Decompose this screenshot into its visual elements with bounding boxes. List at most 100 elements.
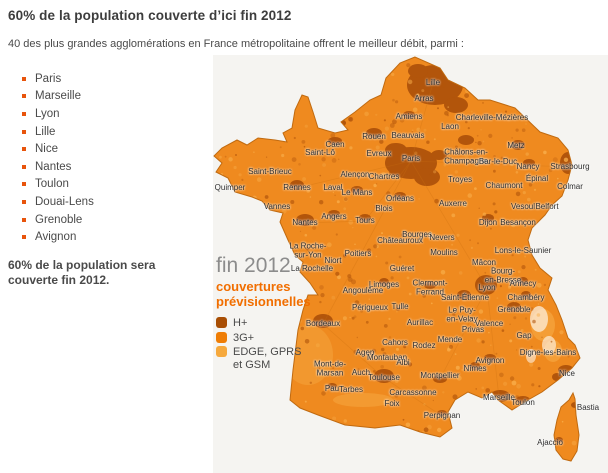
map-city-label: Rennes xyxy=(283,182,311,192)
map-city-label: Metz xyxy=(507,140,525,150)
map-city-label: Bourg- en-Bresse xyxy=(484,266,522,284)
map-city-label: Bordeaux xyxy=(305,318,341,328)
map-city-label: Foix xyxy=(384,398,400,408)
coverage-map: Lille Arras Amiens Rouen Beauvais Caen Saint-L… xyxy=(213,55,608,473)
map-city-label: Le Mans xyxy=(341,187,373,197)
uncovered-alps-zones xyxy=(526,306,556,363)
legend-label: EDGE, GPRS et GSM xyxy=(233,346,302,371)
map-city-label: Aurillac xyxy=(406,317,434,327)
bullet-icon xyxy=(22,129,26,134)
legend-swatch-icon xyxy=(216,346,227,357)
legend-items: H+ 3G+ EDGE, GPRS et GSM xyxy=(216,317,341,371)
map-city-label: Lons-le-Saunier xyxy=(494,245,552,255)
map-city-label: Lille xyxy=(425,77,441,87)
map-city-label: Périgueux xyxy=(351,302,389,312)
legend-label: 3G+ xyxy=(233,331,255,344)
map-city-label: Niort xyxy=(324,255,342,265)
map-city-label: Nantes xyxy=(292,217,318,227)
map-city-label: Ajaccio xyxy=(537,437,563,447)
map-city-label: Colmar xyxy=(557,181,583,191)
map-city-label: Poitiers xyxy=(344,248,372,258)
city-list-label: Avignon xyxy=(35,231,77,244)
france-outline xyxy=(213,56,581,438)
map-city-label: Marseille xyxy=(482,392,516,402)
map-city-label: Arras xyxy=(414,93,434,103)
map-city-label: Toulon xyxy=(511,397,535,407)
legend-item: EDGE, GPRS et GSM xyxy=(216,346,341,371)
map-city-label: Tours xyxy=(355,215,375,225)
map-city-label: Tulle xyxy=(391,301,409,311)
city-list-item: Toulon xyxy=(22,176,94,194)
map-city-label: Bourges xyxy=(402,229,432,239)
map-city-label: Tarbes xyxy=(338,384,364,394)
map-city-label: Belfort xyxy=(535,201,559,211)
map-city-label: Evreux xyxy=(366,148,392,158)
legend-swatch-icon xyxy=(216,317,227,328)
map-city-label: Chaumont xyxy=(485,180,523,190)
map-city-label: Auxerre xyxy=(438,198,468,208)
map-city-label: Limoges xyxy=(368,279,400,289)
france-map-graphic xyxy=(213,56,581,462)
map-city-label: Montauban xyxy=(366,352,408,362)
map-city-label: Gap xyxy=(516,330,532,340)
map-legend: fin 2012 couvertures prévisionnelles H+ 3… xyxy=(216,254,341,373)
map-city-label: Pau xyxy=(324,383,340,393)
city-list-label: Marseille xyxy=(35,90,82,103)
city-list-item: Nantes xyxy=(22,158,94,176)
page-title: 60% de la population couverte d’ici fin … xyxy=(8,8,292,23)
map-city-label: Digne-les-Bains xyxy=(519,347,577,357)
map-city-label: Caen xyxy=(325,139,345,149)
legend-subtitle: couvertures prévisionnelles xyxy=(216,279,311,309)
map-city-label: Perpignan xyxy=(423,410,461,420)
corsica-outline xyxy=(553,391,580,462)
map-city-label: Rodez xyxy=(412,340,436,350)
bullet-icon xyxy=(22,111,26,116)
map-city-label: Chambéry xyxy=(507,292,545,302)
map-city-label: Le Puy- en-Velay xyxy=(446,305,478,323)
city-list-item: Nice xyxy=(22,140,94,158)
city-list-label: Nice xyxy=(35,143,59,156)
map-city-label: Nancy xyxy=(516,161,540,171)
map-city-label: Rouen xyxy=(362,131,386,141)
map-city-label: Strasbourg xyxy=(550,161,590,171)
map-city-label: Châlons-en- Champagne xyxy=(444,147,488,165)
city-list-label: Douai-Lens xyxy=(35,195,94,208)
city-list-item: Lille xyxy=(22,123,94,141)
map-city-label: Angers xyxy=(321,211,347,221)
map-city-label: Bar-le-Duc xyxy=(478,156,518,166)
city-list-label: Lyon xyxy=(35,107,60,120)
map-city-label: Auch xyxy=(351,367,371,377)
map-city-label: Saint-Brieuc xyxy=(248,166,292,176)
city-list-label: Grenoble xyxy=(35,213,83,226)
map-city-label: Besançon xyxy=(500,217,536,227)
bullet-icon xyxy=(22,235,26,240)
city-list-label: Nantes xyxy=(35,160,72,173)
map-city-labels: Lille Arras Amiens Rouen Beauvais Caen Saint-L… xyxy=(213,55,608,473)
map-city-label: Grenoble xyxy=(497,304,531,314)
map-city-label: Blois xyxy=(375,203,393,213)
map-city-label: Saint-Lô xyxy=(305,147,335,157)
legend-swatch-icon xyxy=(216,331,227,343)
map-city-label: Avignon xyxy=(475,355,505,365)
map-city-label: Charleville-Mézières xyxy=(455,112,529,122)
map-city-label: Dijon xyxy=(478,217,498,227)
map-city-label: Lyon xyxy=(478,282,496,292)
map-city-label: Beauvais xyxy=(391,130,425,140)
map-city-label: Guéret xyxy=(389,263,415,273)
map-city-label: Carcassonne xyxy=(389,387,437,397)
map-city-label: Albi xyxy=(396,357,410,367)
map-city-label: Cahors xyxy=(382,337,408,347)
city-list-label: Paris xyxy=(35,72,62,85)
legend-label: H+ xyxy=(233,317,248,329)
legend-item: H+ xyxy=(216,317,341,330)
map-city-label: Mâcon xyxy=(471,257,497,267)
map-city-label: Nîmes xyxy=(463,363,487,373)
map-city-label: Châteauroux xyxy=(377,235,423,245)
legend-title: fin 2012 xyxy=(216,254,291,277)
map-city-label: Laon xyxy=(441,121,459,131)
bullet-icon xyxy=(22,199,26,204)
map-city-label: Quimper xyxy=(214,182,246,192)
bullet-icon xyxy=(22,217,26,222)
bullet-icon xyxy=(22,164,26,169)
